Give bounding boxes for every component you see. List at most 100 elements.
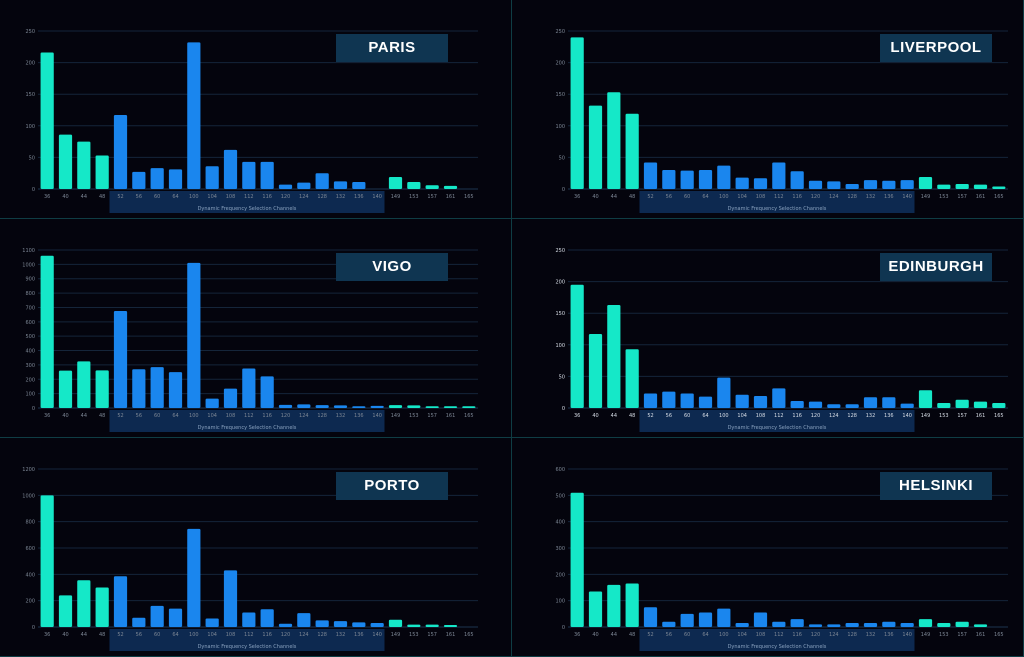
bar [388, 176, 403, 189]
y-tick-label: 150 [25, 92, 35, 98]
x-tick-label: 120 [281, 194, 291, 200]
bar [113, 311, 128, 408]
bar [882, 397, 896, 408]
x-tick-label: 128 [847, 413, 857, 419]
x-tick-label: 132 [336, 194, 346, 200]
x-tick-label: 116 [262, 194, 272, 200]
x-tick-label: 36 [44, 194, 50, 200]
bar [58, 134, 73, 189]
bar [882, 180, 896, 189]
y-tick-label: 150 [555, 92, 565, 98]
x-tick-label: 36 [44, 413, 50, 419]
x-tick-label: 153 [409, 413, 419, 419]
y-tick-label: 500 [25, 334, 35, 340]
bar [827, 404, 841, 408]
bar [187, 42, 201, 189]
x-tick-label: 40 [62, 194, 68, 200]
bar [242, 161, 256, 189]
bar [95, 370, 109, 408]
x-tick-label: 60 [684, 194, 690, 200]
bar [333, 621, 348, 627]
x-tick-label: 36 [574, 413, 580, 419]
bar [370, 623, 384, 627]
bar [297, 613, 311, 627]
bar [772, 162, 786, 189]
chart-panel-paris: 0 50 100 150 200 250 Dynamic Frequency Selecti… [0, 0, 512, 219]
x-tick-label: 52 [117, 632, 123, 638]
chart-panel-liverpool: 0 50 100 150 200 250 Dynamic Frequency Selecti… [512, 0, 1024, 219]
bar [735, 177, 749, 189]
bar [625, 583, 639, 627]
y-tick-label: 200 [555, 572, 565, 578]
bar [333, 405, 348, 408]
x-tick-label: 116 [792, 632, 802, 638]
x-tick-label: 153 [939, 413, 949, 419]
bar [643, 393, 658, 408]
x-tick-label: 132 [866, 413, 876, 419]
bar [845, 623, 859, 627]
bar [223, 570, 238, 627]
x-tick-label: 116 [262, 413, 272, 419]
bar [260, 609, 274, 627]
bar [900, 180, 914, 189]
x-tick-label: 165 [994, 194, 1004, 200]
x-tick-label: 161 [446, 194, 456, 200]
y-tick-label: 600 [25, 546, 35, 552]
y-tick-label: 200 [555, 61, 565, 67]
y-tick-label: 50 [29, 155, 35, 161]
bar [698, 612, 713, 627]
bar-chart-vigo: 0 100 200 300 400 500 600 700 800 900 1000 1100 Dyna… [22, 248, 478, 432]
x-tick-label: 40 [592, 194, 598, 200]
x-tick-label: 165 [994, 632, 1004, 638]
bar [918, 176, 933, 189]
x-tick-label: 44 [81, 413, 87, 419]
bar [973, 401, 988, 408]
bar [315, 173, 329, 189]
bar [443, 185, 458, 189]
y-tick-label: 150 [555, 311, 565, 317]
bar [845, 183, 859, 189]
x-tick-label: 165 [464, 632, 474, 638]
bar [77, 141, 91, 189]
y-tick-label: 250 [555, 248, 565, 254]
dfs-band [639, 191, 915, 213]
x-tick-label: 40 [62, 413, 68, 419]
x-tick-label: 112 [774, 413, 784, 419]
bar [315, 620, 329, 627]
x-tick-label: 120 [281, 632, 291, 638]
bar [132, 369, 146, 408]
x-tick-label: 44 [81, 632, 87, 638]
y-tick-label: 600 [555, 467, 565, 473]
x-tick-label: 100 [719, 413, 729, 419]
bar [680, 170, 694, 189]
x-tick-label: 124 [829, 632, 839, 638]
x-tick-label: 157 [957, 413, 967, 419]
x-tick-label: 44 [611, 413, 617, 419]
x-tick-label: 157 [427, 632, 437, 638]
x-tick-label: 149 [391, 194, 401, 200]
x-tick-label: 108 [756, 632, 766, 638]
x-tick-label: 56 [666, 413, 672, 419]
bar [205, 166, 219, 189]
x-tick-label: 112 [774, 194, 784, 200]
bar [625, 113, 639, 189]
x-tick-label: 120 [811, 632, 821, 638]
x-tick-label: 56 [666, 632, 672, 638]
y-tick-label: 0 [32, 187, 35, 193]
dfs-band [109, 629, 385, 651]
bar [790, 619, 804, 627]
bar [58, 595, 73, 627]
bar [113, 115, 128, 189]
bar [662, 170, 676, 189]
bar [643, 162, 658, 189]
chart-title-liverpool: LIVERPOOL [880, 34, 992, 62]
x-tick-label: 48 [629, 413, 635, 419]
bar [77, 361, 91, 408]
x-tick-label: 140 [372, 194, 382, 200]
bar [992, 402, 1006, 408]
y-tick-label: 0 [32, 406, 35, 412]
bar [132, 617, 146, 627]
x-tick-label: 124 [829, 413, 839, 419]
bar [753, 178, 768, 189]
bar [297, 182, 311, 189]
